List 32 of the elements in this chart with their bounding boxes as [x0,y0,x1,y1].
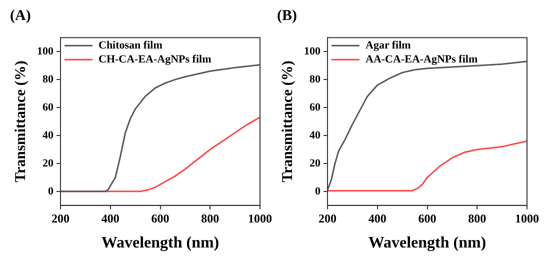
y-tick-label: 40 [310,129,321,142]
x-tick-label: 800 [468,212,486,226]
chart-title: (A) [9,8,32,26]
y-tick-label: 0 [315,185,321,198]
x-axis-title: Wavelength (nm) [101,234,220,252]
x-tick-label: 600 [418,212,436,226]
y-tick-label: 0 [48,185,54,198]
y-tick-label: 20 [310,157,321,170]
chart-title: (B) [276,8,298,26]
legend-label: Chitosan film [98,39,162,52]
x-tick-label: 600 [151,212,170,226]
y-axis-title: Transmittance (%) [280,60,296,182]
legend-label: CH-CA-EA-AgNPs film [98,53,212,66]
y-axis-title: Transmittance (%) [12,60,29,182]
legend-label: AA-CA-EA-AgNPs film [366,53,478,66]
x-tick-label: 1000 [248,212,272,226]
y-tick-label: 60 [42,101,54,114]
x-tick-label: 800 [201,212,220,226]
x-tick-label: 200 [318,212,336,226]
x-axis-title: Wavelength (nm) [368,234,486,252]
y-tick-label: 100 [37,45,54,58]
legend-label: Agar film [366,39,411,52]
y-tick-label: 20 [42,157,54,170]
y-tick-label: 100 [304,45,321,58]
x-tick-label: 200 [52,212,70,226]
y-tick-label: 80 [42,73,54,86]
y-tick-label: 40 [42,129,54,142]
y-tick-label: 80 [310,73,321,86]
y-tick-label: 60 [310,101,321,114]
x-tick-label: 1000 [515,212,539,226]
x-tick-label: 400 [101,212,120,226]
x-tick-label: 400 [368,212,386,226]
